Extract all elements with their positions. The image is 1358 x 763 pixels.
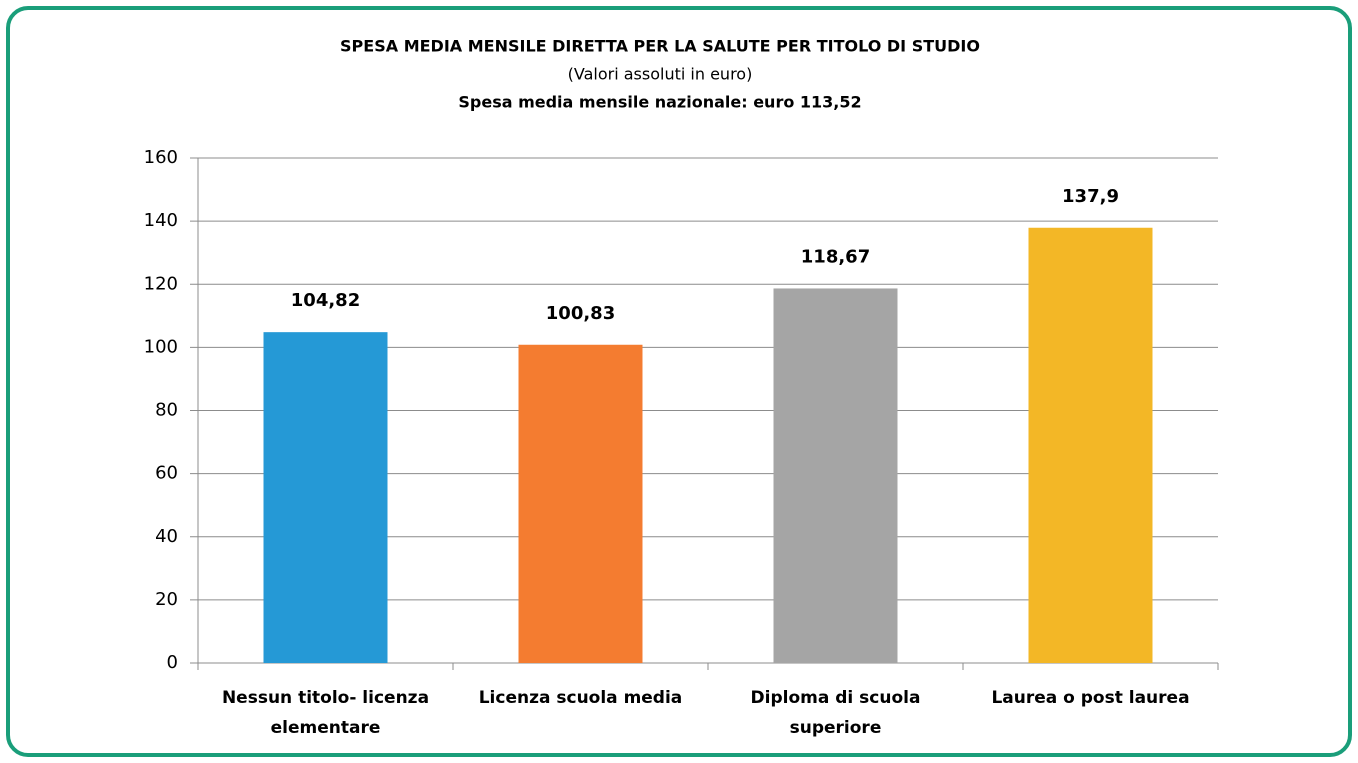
- x-tick-label: Nessun titolo- licenza elementare: [221, 688, 430, 738]
- x-tick-label: Diploma di scuola superiore: [750, 688, 921, 738]
- annotation: Spesa media mensile nazionale: euro 113,…: [458, 93, 861, 112]
- y-tick-label: 0: [167, 652, 178, 673]
- y-tick-label: 80: [155, 400, 178, 421]
- chart-subtitle: (Valori assoluti in euro): [568, 65, 753, 84]
- y-tick-label: 120: [144, 273, 178, 294]
- bar: [1028, 227, 1153, 664]
- bar: [518, 344, 643, 663]
- x-tick-label: Licenza scuola media: [478, 688, 683, 708]
- y-tick-label: 40: [155, 526, 178, 547]
- x-tick-label: Laurea o post laurea: [991, 688, 1190, 708]
- y-tick-label: 60: [155, 463, 178, 484]
- bar: [773, 288, 898, 663]
- value-label: 118,67: [801, 246, 870, 267]
- value-label: 104,82: [291, 290, 360, 311]
- bar: [263, 332, 388, 663]
- chart-title: SPESA MEDIA MENSILE DIRETTA PER LA SALUT…: [340, 37, 980, 56]
- y-tick-label: 140: [144, 210, 178, 231]
- y-tick-label: 20: [155, 589, 178, 610]
- value-label: 137,9: [1062, 186, 1119, 207]
- y-tick-label: 100: [144, 336, 178, 357]
- y-tick-label: 160: [144, 147, 178, 168]
- value-label: 100,83: [546, 303, 615, 324]
